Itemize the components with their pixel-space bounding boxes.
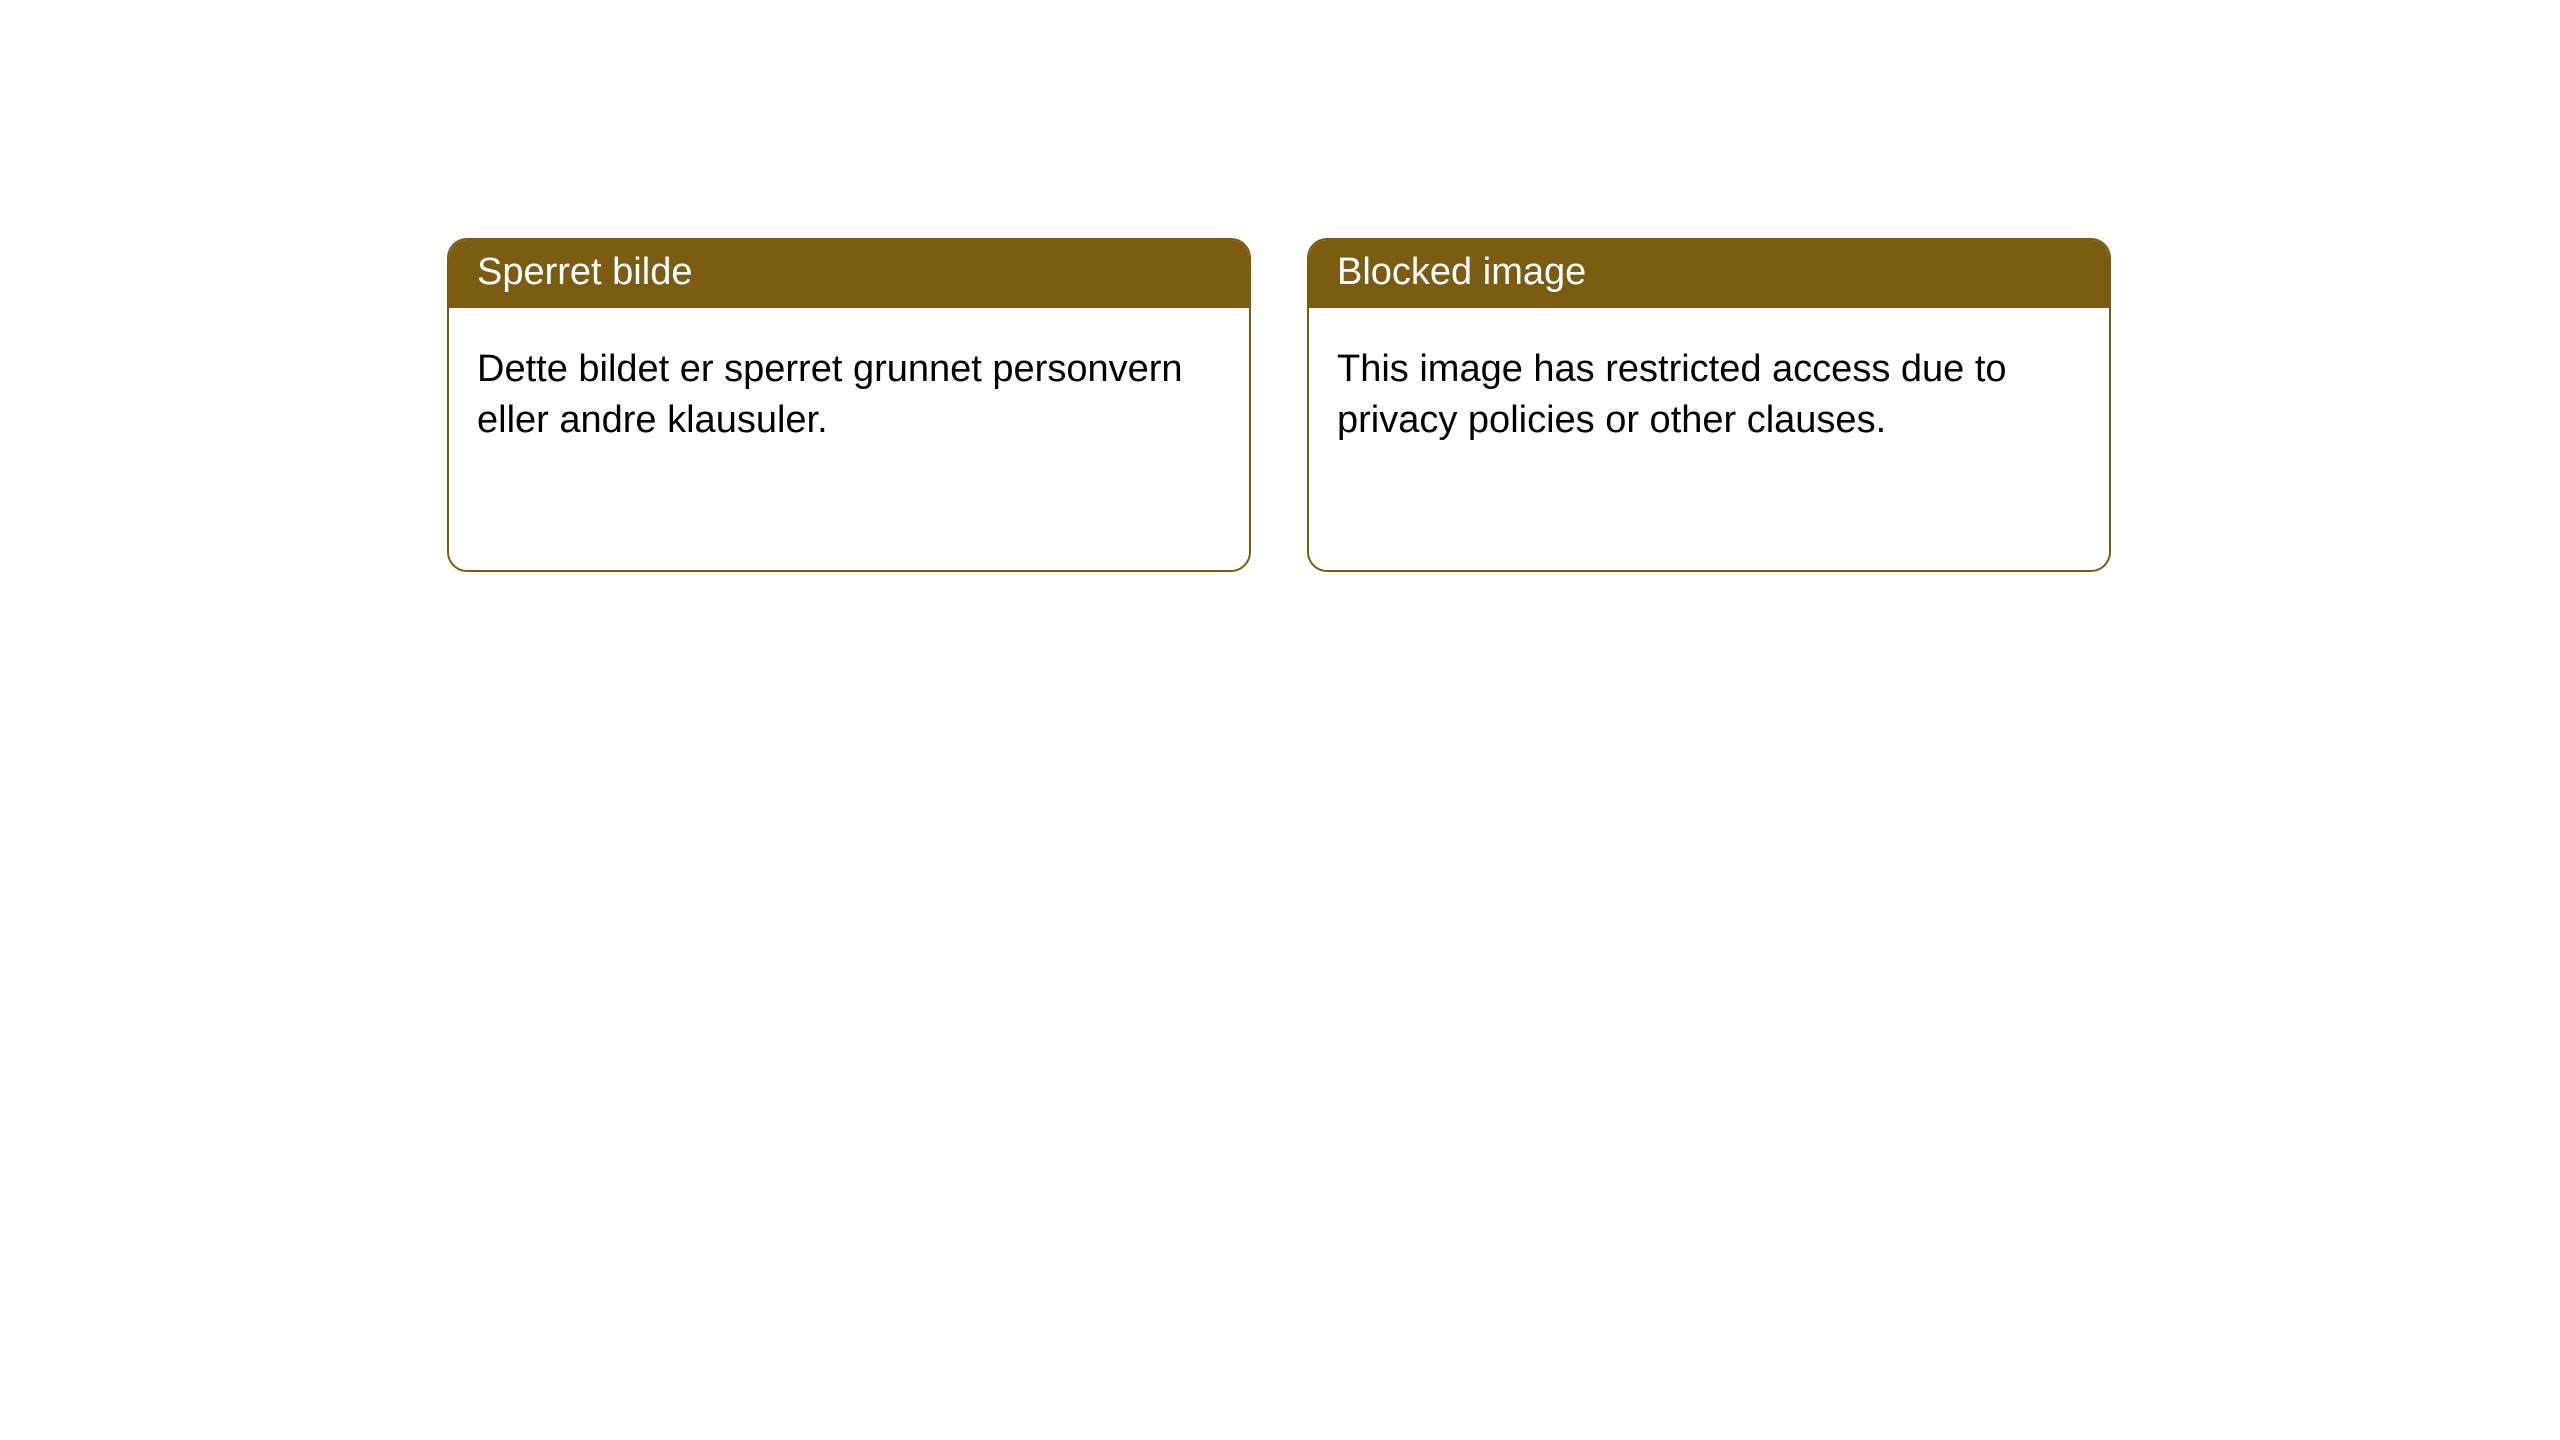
notice-header-en: Blocked image (1309, 240, 2109, 308)
notice-container: Sperret bilde Dette bildet er sperret gr… (0, 0, 2560, 572)
notice-body-en: This image has restricted access due to … (1309, 308, 2109, 475)
notice-card-no: Sperret bilde Dette bildet er sperret gr… (447, 238, 1251, 572)
notice-header-no: Sperret bilde (449, 240, 1249, 308)
notice-card-en: Blocked image This image has restricted … (1307, 238, 2111, 572)
notice-body-no: Dette bildet er sperret grunnet personve… (449, 308, 1249, 475)
